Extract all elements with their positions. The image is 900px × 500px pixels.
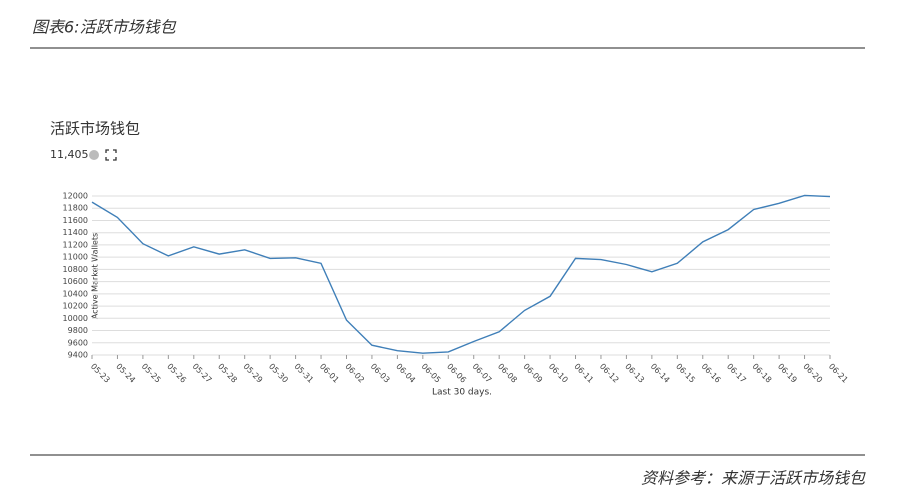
x-tick-label: 06-19 — [776, 362, 799, 385]
line-series — [91, 194, 831, 354]
x-tick-label: 06-09 — [521, 362, 544, 385]
x-tick-label: 05-27 — [191, 362, 214, 385]
x-tick-label: 06-14 — [649, 362, 672, 385]
help-circle — [89, 150, 99, 160]
x-tick-label: 06-07 — [471, 362, 494, 385]
source: 资料参考：来源于活跃市场钱包 — [641, 469, 866, 488]
x-tick-label: 06-03 — [369, 362, 392, 385]
y-tick-label: 11000 — [63, 253, 88, 262]
y-tick-label: 10600 — [63, 277, 88, 286]
x-tick-label: 06-17 — [725, 362, 748, 385]
y-tick-label: 11400 — [63, 228, 88, 237]
x-tick-label: 06-12 — [598, 362, 621, 385]
x-tick-label: 05-25 — [140, 362, 163, 385]
y-tick-label: 9400 — [68, 351, 88, 360]
y-tick-label: 9600 — [68, 338, 88, 347]
x-tick-label: 06-20 — [801, 362, 824, 385]
x-tick-label: 06-11 — [572, 362, 595, 385]
x-tick-label: 05-23 — [89, 362, 112, 385]
fullscreen-icon[interactable] — [105, 149, 117, 161]
y-tick-label: 11600 — [63, 216, 88, 225]
x-tick-label: 05-31 — [292, 362, 315, 385]
y-tick-label: 9800 — [68, 326, 88, 335]
x-tick-label: 06-05 — [420, 362, 443, 385]
headline-value: 11,405 — [50, 148, 89, 161]
fullscreen-glyph — [105, 149, 117, 161]
x-tick-label: 06-16 — [700, 362, 723, 385]
y-axis-label: Active Market Wallets — [91, 233, 100, 319]
chart-title: 活跃市场钱包 — [50, 120, 140, 138]
x-tick-label: 06-06 — [445, 362, 468, 385]
x-tick-label: 06-08 — [496, 362, 519, 385]
y-tick-label: 12000 — [63, 192, 88, 201]
x-tick-label: 06-13 — [623, 362, 646, 385]
x-tick-label: 05-29 — [242, 362, 265, 385]
y-tick-label: 10200 — [63, 302, 88, 311]
x-axis-label: Last 30 days. — [432, 388, 492, 398]
x-tick-label: 06-01 — [318, 362, 341, 385]
x-tick-label: 06-18 — [750, 362, 773, 385]
x-tick-label: 05-28 — [216, 362, 239, 385]
x-tick-label: 06-10 — [547, 362, 570, 385]
x-tick-label: 05-26 — [165, 362, 188, 385]
y-tick-label: 10000 — [63, 314, 88, 323]
help-icon[interactable] — [89, 150, 99, 160]
y-tick-label: 11200 — [63, 240, 88, 249]
x-tick-label: 06-21 — [827, 362, 850, 385]
x-tick-label: 05-24 — [114, 362, 137, 385]
y-tick-label: 11800 — [63, 204, 88, 213]
y-tick-label: 10400 — [63, 289, 88, 298]
x-tick-label: 06-04 — [394, 362, 417, 385]
y-tick-label: 10800 — [63, 265, 88, 274]
x-tick-label: 05-30 — [267, 362, 290, 385]
x-tick-label: 06-15 — [674, 362, 697, 385]
x-tick-label: 06-02 — [343, 362, 366, 385]
figure-caption: 图表6:活跃市场钱包 — [32, 18, 177, 37]
